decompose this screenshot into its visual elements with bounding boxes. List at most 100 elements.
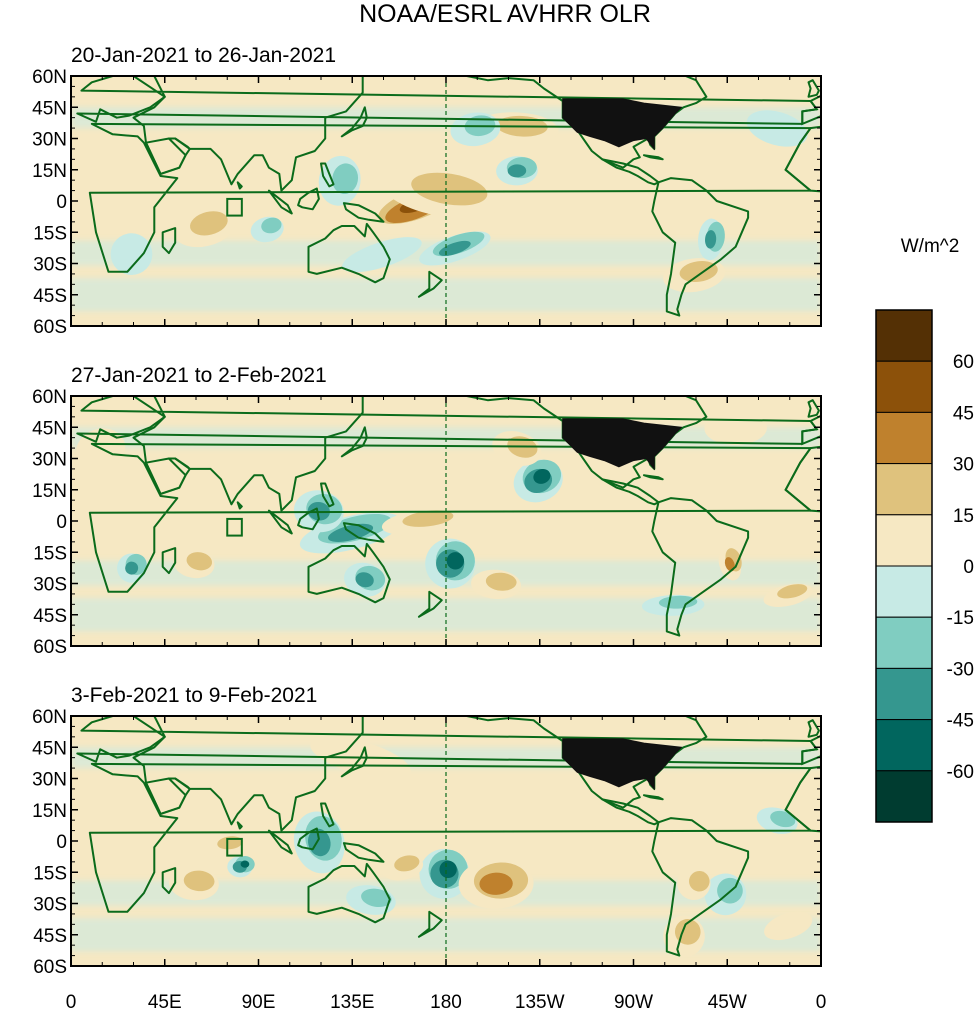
coastline-madagascar xyxy=(161,547,177,575)
coastline-centralamerica xyxy=(601,478,660,506)
colorbar-tick-label: 45 xyxy=(953,403,974,424)
anomaly-contour xyxy=(342,237,422,273)
coastline-sumatra xyxy=(267,509,293,535)
colorbar: 60 45 30 15 0 -15 -30 -45 -60 xyxy=(875,309,974,823)
usa-state-boundaries xyxy=(562,418,683,471)
anomaly-contour xyxy=(485,572,517,591)
coastline-japan xyxy=(340,426,368,458)
lon-tick-label: 0 xyxy=(66,992,77,1013)
coastline-africa xyxy=(88,762,812,913)
usa-state-boundaries xyxy=(562,98,683,151)
lat-tick-label: 15N xyxy=(32,801,67,822)
panel-1-coastlines xyxy=(76,68,821,326)
anomaly-contour xyxy=(240,860,250,868)
coastline-wrap xyxy=(801,734,821,766)
region-box xyxy=(226,837,243,857)
coastline-cuba xyxy=(642,794,664,801)
colorbar-swatch xyxy=(875,565,933,618)
coastline-northamerica xyxy=(465,396,708,489)
coastline-newzealand xyxy=(417,910,443,938)
coastline-philippines xyxy=(320,482,335,508)
lon-tick-label: 90W xyxy=(614,992,653,1013)
panel-1-axes: 60N 45N 30N 15N 0 15S 30S 45S 60S xyxy=(32,67,822,338)
panel-2-anomaly-field xyxy=(71,396,821,646)
anomaly-contour xyxy=(355,572,374,588)
lat-tick-label: 0 xyxy=(56,512,67,533)
anomaly-contour xyxy=(777,584,808,599)
coastline-srilanka xyxy=(236,501,243,510)
panel-1-title: 20-Jan-2021 to 26-Jan-2021 xyxy=(71,44,336,67)
coastline-wrap xyxy=(801,414,821,446)
lat-tick-label: 0 xyxy=(56,192,67,213)
colorbar-swatch xyxy=(875,616,933,669)
panel-2: 27-Jan-2021 to 2-Feb-2021 60N 45N 30N 15N 0 1… xyxy=(32,364,822,658)
lat-tick-label: 30N xyxy=(32,450,67,471)
colorbar-swatch xyxy=(875,411,933,465)
lat-tick-label: 30N xyxy=(32,770,67,791)
coastline-wrap xyxy=(801,94,821,126)
lat-tick-label: 15S xyxy=(33,543,67,564)
coastline-southamerica xyxy=(651,497,750,637)
coastline-australia xyxy=(307,862,391,924)
coastline-borneo xyxy=(297,507,320,531)
panel-3-title: 3-Feb-2021 to 9-Feb-2021 xyxy=(71,684,317,707)
anomaly-contour xyxy=(361,888,392,908)
coastline-centralamerica xyxy=(601,798,660,826)
coastline-newguinea xyxy=(342,202,385,223)
colorbar-tick-label: 15 xyxy=(953,506,974,527)
coastline-iceland xyxy=(775,68,790,70)
anomaly-contour xyxy=(446,552,465,570)
coastline-newzealand xyxy=(417,270,443,298)
lat-tick-label: 30S xyxy=(33,255,67,276)
lat-tick-label: 60N xyxy=(32,67,67,88)
colorbar-frame xyxy=(875,309,933,823)
anomaly-contour xyxy=(186,552,213,571)
colorbar-units: W/m^2 xyxy=(901,236,960,257)
colorbar-tick-label: 60 xyxy=(953,352,974,373)
coastline-arabia xyxy=(145,457,191,495)
colorbar-swatch xyxy=(875,667,933,721)
panel-1-anomaly-field xyxy=(71,76,821,326)
coastline-sumatra xyxy=(267,829,293,855)
panel-3-anomaly-field xyxy=(71,716,821,966)
lat-tick-label: 60N xyxy=(32,387,67,408)
anomaly-contour xyxy=(507,164,527,178)
panel-3-axes: 60N 45N 30N 15N 0 15S 30S 45S 60S xyxy=(32,707,822,978)
lat-tick-label: 45S xyxy=(33,926,67,947)
coastline-cuba xyxy=(642,474,664,481)
lon-tick-label: 0 xyxy=(816,992,827,1013)
panel-3-coastlines xyxy=(76,708,821,966)
coastline-uk xyxy=(807,399,820,418)
anomaly-contour xyxy=(764,911,813,941)
colorbar-swatch xyxy=(875,719,933,772)
coastline-centralamerica xyxy=(601,158,660,186)
panel-2-title: 27-Jan-2021 to 2-Feb-2021 xyxy=(71,364,327,387)
coastline-sumatra xyxy=(267,189,293,215)
coastline-philippines xyxy=(320,802,335,828)
coastline-madagascar xyxy=(161,867,177,895)
lat-tick-label: 15S xyxy=(33,863,67,884)
colorbar-swatch xyxy=(875,360,933,413)
panel-1: 20-Jan-2021 to 26-Jan-2021 60N 45N 30N 15N 0… xyxy=(32,44,822,338)
panel-2-axes: 60N 45N 30N 15N 0 15S 30S 45S 60S xyxy=(32,387,822,658)
coastline-africa xyxy=(88,122,812,273)
colorbar-tick-label: 30 xyxy=(953,455,974,476)
lat-tick-label: 45S xyxy=(33,286,67,307)
lat-tick-label: 15S xyxy=(33,223,67,244)
coastline-newzealand xyxy=(417,590,443,618)
lat-tick-label: 15N xyxy=(32,161,67,182)
region-box xyxy=(226,197,243,217)
coastline-borneo xyxy=(297,187,320,211)
coastline-iceland xyxy=(775,708,790,710)
coastline-srilanka xyxy=(236,181,243,190)
usa-state-boundaries xyxy=(562,738,683,791)
coastline-srilanka xyxy=(236,821,243,830)
coastline-newguinea xyxy=(342,522,385,543)
lat-tick-label: 15N xyxy=(32,481,67,502)
colorbar-swatch xyxy=(875,770,933,823)
lat-tick-label: 60N xyxy=(32,707,67,728)
anomaly-contour xyxy=(261,217,282,234)
lon-tick-label: 180 xyxy=(430,992,462,1013)
region-box xyxy=(226,517,243,537)
